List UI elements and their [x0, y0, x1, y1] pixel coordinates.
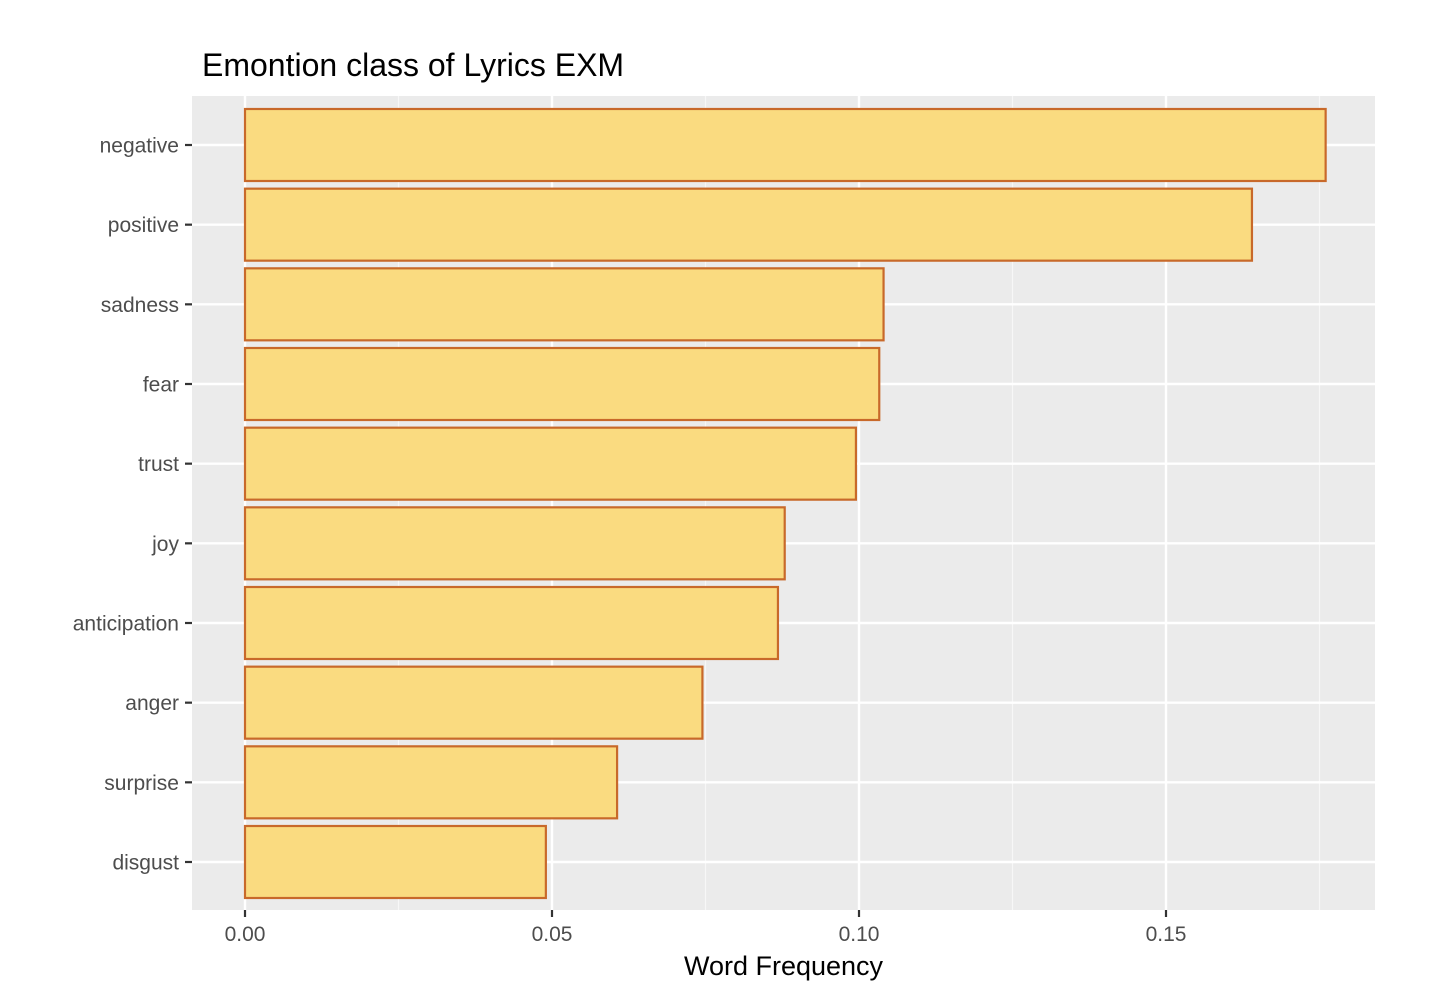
- y-tick-label: disgust: [112, 852, 179, 875]
- x-tick-label: 0.00: [225, 923, 266, 946]
- bar-disgust: [243, 824, 547, 900]
- x-tick-label: 0.10: [839, 923, 880, 946]
- x-axis-title: Word Frequency: [684, 951, 884, 981]
- bar-surprise: [243, 745, 619, 820]
- bar-negative: [243, 107, 1327, 183]
- y-tick-label: anger: [125, 692, 179, 715]
- bars: [243, 107, 1327, 900]
- y-tick-label: surprise: [104, 772, 179, 795]
- bar-joy: [243, 506, 786, 581]
- y-tick-label: negative: [100, 135, 179, 158]
- y-tick-label: fear: [143, 374, 179, 397]
- x-tick-label: 0.15: [1146, 923, 1187, 946]
- bar-fear: [243, 346, 881, 422]
- x-axis: 0.00 0.05 0.10 0.15: [225, 910, 1187, 946]
- x-tick-label: 0.05: [532, 923, 573, 946]
- bar-positive: [243, 187, 1254, 262]
- y-tick-label: trust: [138, 453, 179, 476]
- bar-anger: [243, 665, 704, 740]
- bar-sadness: [243, 267, 885, 342]
- y-axis: negative positive sadness fear trust joy antic…: [73, 135, 192, 875]
- bar-anticipation: [243, 585, 780, 661]
- bar-trust: [243, 426, 858, 501]
- y-tick-label: sadness: [101, 294, 179, 317]
- chart-title: Emontion class of Lyrics EXM: [202, 47, 624, 83]
- y-tick-label: joy: [151, 533, 179, 556]
- y-tick-label: positive: [108, 214, 179, 237]
- y-tick-label: anticipation: [73, 613, 179, 636]
